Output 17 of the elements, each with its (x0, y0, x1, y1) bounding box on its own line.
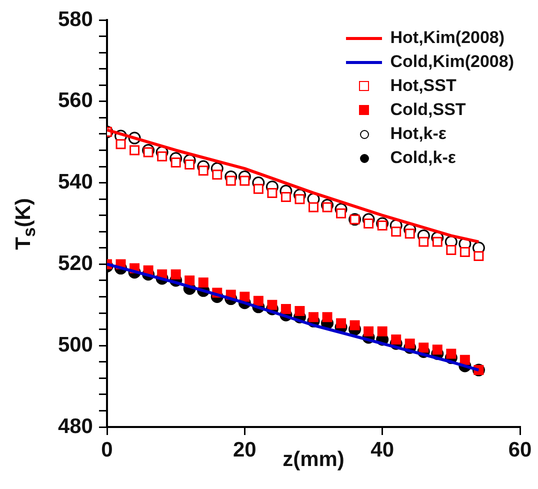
y-tick-label: 520 (58, 252, 93, 275)
x-tick-label: 0 (101, 438, 113, 462)
y-tick-label: 540 (58, 170, 93, 194)
y-tick-label: 580 (58, 8, 93, 31)
x-tick-label: 60 (508, 438, 532, 462)
x-tick-label: 40 (370, 438, 394, 462)
legend-label: Hot,k-ε (390, 123, 446, 145)
y-tick-label: 500 (58, 333, 93, 356)
legend-label: Hot,Kim(2008) (390, 27, 505, 49)
x-axis-title: z(mm) (282, 448, 344, 471)
x-tick-label: 20 (232, 438, 256, 462)
legend-label: Cold,Kim(2008) (390, 51, 514, 73)
y-tick-label: 480 (58, 414, 93, 438)
legend-label: Cold,k-ε (390, 147, 456, 169)
y-tick-label: 560 (58, 89, 93, 112)
legend-label: Hot,SST (390, 75, 456, 97)
legend-label: Cold,SST (390, 99, 466, 121)
